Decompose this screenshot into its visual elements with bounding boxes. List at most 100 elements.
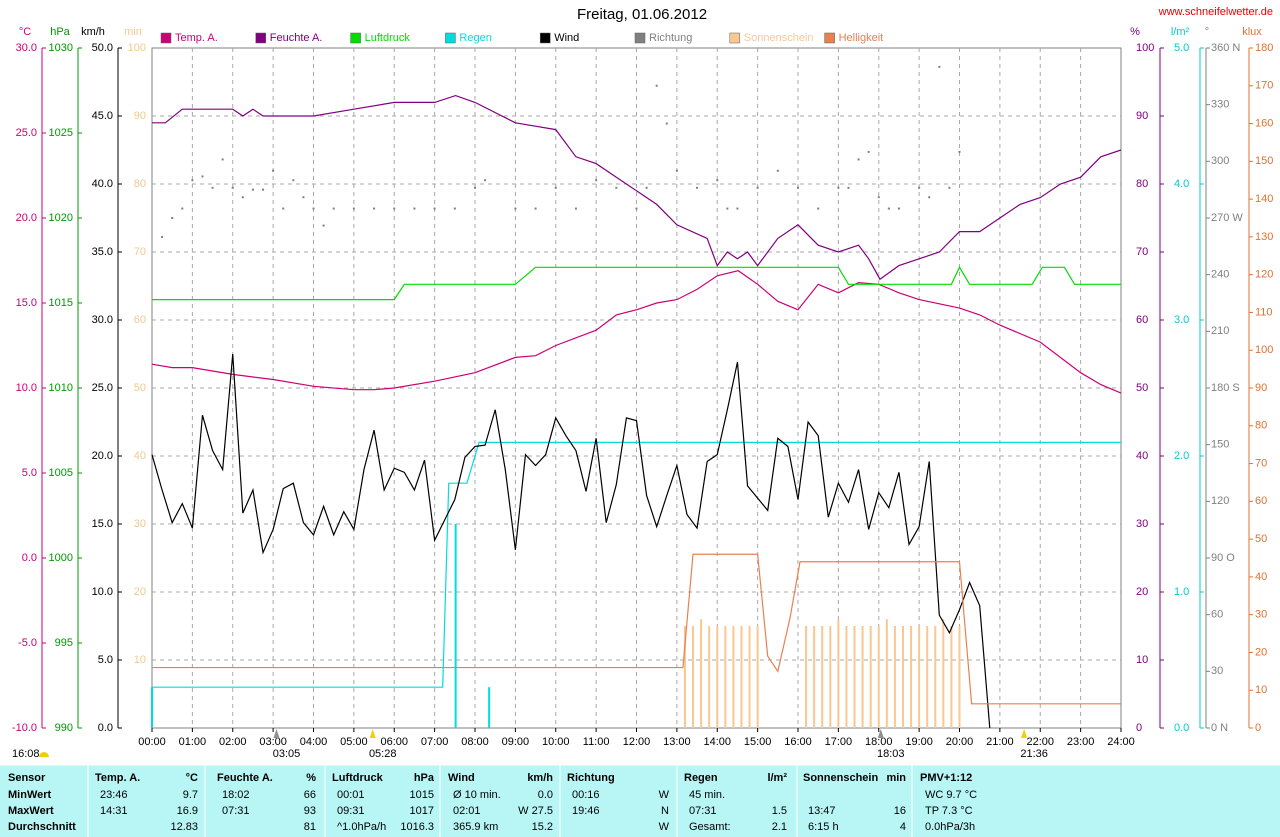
table-cell: 18:02 <box>222 789 250 801</box>
direction-dot <box>332 207 335 210</box>
column-unit: l/m² <box>767 772 787 784</box>
y-tick-label: 30 <box>134 518 146 530</box>
direction-dot <box>272 169 275 172</box>
legend-swatch <box>634 32 646 44</box>
direction-dot <box>655 84 658 87</box>
bar <box>740 626 743 728</box>
y-tick-label: 60 <box>1211 609 1223 621</box>
source-link[interactable]: www.schneifelwetter.de <box>1158 6 1273 18</box>
axis-unit: min <box>124 26 142 38</box>
row-label: Sensor <box>8 772 46 784</box>
y-tick-label: 0.0 <box>1174 722 1189 734</box>
direction-dot <box>938 65 941 68</box>
sun-marker <box>273 729 280 738</box>
table-cell: WC 9.7 °C <box>925 789 977 801</box>
y-tick-label: 10 <box>134 654 146 666</box>
direction-dot <box>433 207 436 210</box>
table-cell: W <box>659 789 670 801</box>
sun-marker-label: 21:36 <box>1020 748 1048 760</box>
direction-dot <box>221 158 224 161</box>
column-unit: min <box>886 772 906 784</box>
y-tick-label: 990 <box>55 722 73 734</box>
direction-dot <box>595 179 598 182</box>
direction-dot <box>918 186 921 189</box>
sun-marker-label: 05:28 <box>369 748 397 760</box>
bar <box>861 626 864 728</box>
y-tick-label: 20 <box>1136 586 1148 598</box>
sun-marker <box>877 729 884 738</box>
y-tick-label: 20 <box>1255 646 1267 658</box>
y-tick-label: 0.0 <box>22 552 37 564</box>
bar <box>724 626 727 728</box>
y-tick-label: 1030 <box>49 42 73 54</box>
y-tick-label: 1005 <box>49 467 73 479</box>
table-cell: 0.0 <box>538 789 553 801</box>
table-cell: 2.1 <box>772 821 787 833</box>
table-cell: 12.83 <box>170 821 198 833</box>
bar <box>950 626 953 728</box>
table-cell: W <box>659 821 670 833</box>
y-tick-label: 5.0 <box>98 654 113 666</box>
bar <box>885 619 888 728</box>
x-tick-label: 02:00 <box>219 736 247 748</box>
bar <box>845 626 848 728</box>
x-tick-label: 11:00 <box>583 736 610 748</box>
y-tick-label: 1000 <box>49 552 73 564</box>
bar <box>853 626 856 728</box>
series-line <box>151 441 1121 728</box>
bar <box>877 626 880 728</box>
direction-dot <box>171 217 174 219</box>
direction-dot <box>776 169 779 172</box>
y-tick-label: 60 <box>1136 314 1148 326</box>
direction-dot <box>201 175 204 178</box>
table-cell: 4 <box>900 821 906 833</box>
y-tick-label: 30.0 <box>16 42 37 54</box>
legend-swatch <box>824 32 835 44</box>
direction-dot <box>716 179 719 182</box>
y-tick-label: 80 <box>1255 420 1267 432</box>
bar <box>942 619 945 728</box>
column-title: Sonnenschein <box>803 772 878 784</box>
column-title: Feuchte A. <box>217 772 273 784</box>
direction-dot <box>756 186 759 189</box>
bar <box>901 626 904 728</box>
direction-dot <box>191 179 194 182</box>
bar <box>748 626 751 728</box>
table-cell: 66 <box>304 789 316 801</box>
axis-unit: °C <box>19 26 31 38</box>
series-line <box>152 94 1122 281</box>
bar <box>716 626 719 728</box>
bar <box>756 626 759 728</box>
bar <box>708 626 711 728</box>
column-title: Temp. A. <box>95 772 140 784</box>
column-unit: % <box>306 772 316 784</box>
y-tick-label: 15.0 <box>16 297 37 309</box>
y-tick-label: 20.0 <box>92 450 113 462</box>
x-tick-label: 04:00 <box>300 736 328 748</box>
direction-dot <box>181 207 184 210</box>
bar <box>683 626 686 728</box>
table-cell: 81 <box>304 821 316 833</box>
y-tick-label: 5.0 <box>22 467 37 479</box>
direction-dot <box>534 207 537 210</box>
table-cell: 23:46 <box>100 789 128 801</box>
y-tick-label: 90 O <box>1211 552 1235 564</box>
y-tick-label: 2.0 <box>1174 450 1189 462</box>
column-unit: °C <box>186 772 198 784</box>
x-tick-label: 06:00 <box>380 736 408 748</box>
direction-dot <box>262 188 265 191</box>
column-title: Regen <box>684 772 718 784</box>
direction-dot <box>312 207 315 210</box>
bar <box>829 626 832 728</box>
column-unit: km/h <box>527 772 553 784</box>
y-tick-label: 40 <box>134 450 146 462</box>
bar <box>893 626 896 728</box>
bar <box>692 626 695 728</box>
x-tick-label: 07:00 <box>421 736 449 748</box>
y-tick-label: 50 <box>1136 382 1148 394</box>
table-cell: N <box>661 805 669 817</box>
y-tick-label: 60 <box>134 314 146 326</box>
x-tick-label: 13:00 <box>663 736 691 748</box>
table-cell: 93 <box>304 805 316 817</box>
